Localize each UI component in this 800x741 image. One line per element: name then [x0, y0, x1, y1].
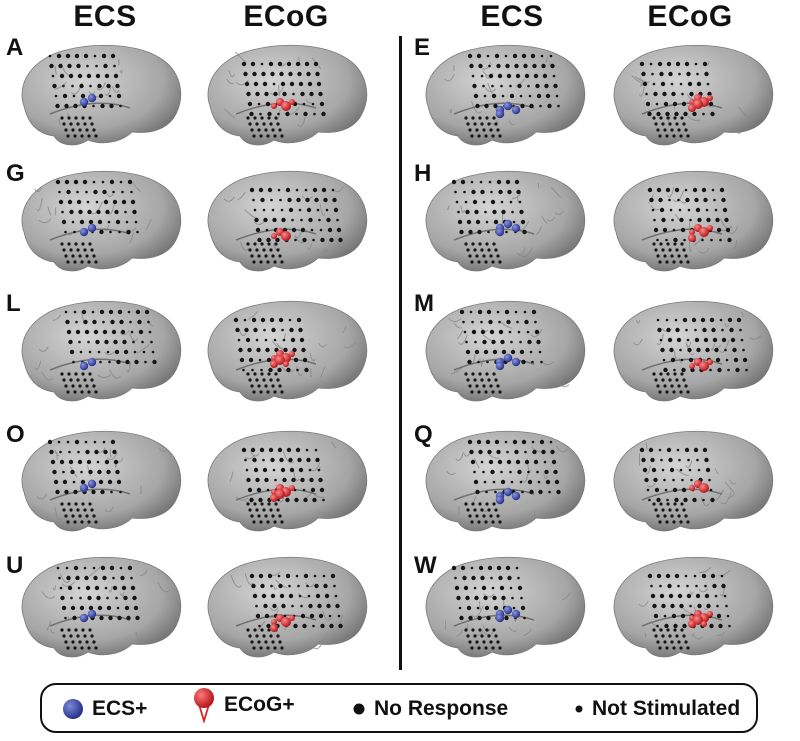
left-ecs-header: ECS	[73, 0, 137, 33]
panel-label-w: W	[414, 552, 437, 579]
right-ecog-header: ECoG	[647, 0, 733, 33]
brain-g-ecog	[207, 170, 368, 272]
legend-item-no-response: No Response	[352, 695, 508, 723]
panel-label-m: M	[414, 290, 434, 317]
panel-label-q: Q	[414, 421, 433, 448]
legend-label-no-response: No Response	[374, 697, 509, 720]
brain-h-ecog	[613, 170, 774, 272]
legend: ECS+ ECoG+ No Response Not Stimulated	[40, 683, 758, 733]
brain-l-ecog	[207, 300, 368, 402]
brain-e-ecog	[613, 44, 774, 146]
panel-label-g: G	[6, 160, 25, 187]
legend-item-ecs: ECS+	[62, 695, 147, 723]
legend-label-ecog: ECoG+	[224, 693, 295, 716]
panel-label-e: E	[414, 34, 431, 61]
legend-label-not-stimulated: Not Stimulated	[592, 697, 741, 720]
left-ecog-header: ECoG	[243, 0, 329, 33]
brain-u-ecs	[21, 556, 182, 658]
ecs-positive-icon	[63, 699, 83, 719]
panel-label-a: A	[6, 34, 24, 61]
brain-l-ecs	[21, 300, 182, 402]
panel-label-u: U	[6, 552, 24, 579]
brain-q-ecs	[425, 430, 586, 532]
brain-g-ecs	[21, 170, 182, 272]
brain-e-ecs	[425, 44, 586, 146]
brain-o-ecs	[21, 430, 182, 532]
panel-label-o: O	[6, 421, 25, 448]
legend-label-ecs: ECS+	[92, 697, 148, 720]
brain-a-ecog	[207, 44, 368, 146]
panel-label-h: H	[414, 160, 432, 187]
no-response-icon	[353, 703, 365, 715]
ecog-positive-icon	[194, 688, 214, 723]
brain-o-ecog	[207, 430, 368, 532]
brain-h-ecs	[425, 170, 586, 272]
panel-label-l: L	[6, 290, 21, 317]
column-divider	[399, 36, 402, 670]
brain-a-ecs	[21, 44, 182, 146]
brain-w-ecog	[613, 556, 774, 658]
brain-q-ecog	[613, 430, 774, 532]
brain-m-ecog	[613, 300, 774, 402]
brain-u-ecog	[207, 556, 368, 658]
brain-m-ecs	[425, 300, 586, 402]
not-stimulated-icon	[575, 705, 583, 713]
right-ecs-header: ECS	[480, 0, 544, 33]
legend-item-not-stimulated: Not Stimulated	[574, 695, 740, 723]
brain-w-ecs	[425, 556, 586, 658]
legend-item-ecog: ECoG+	[192, 688, 295, 723]
